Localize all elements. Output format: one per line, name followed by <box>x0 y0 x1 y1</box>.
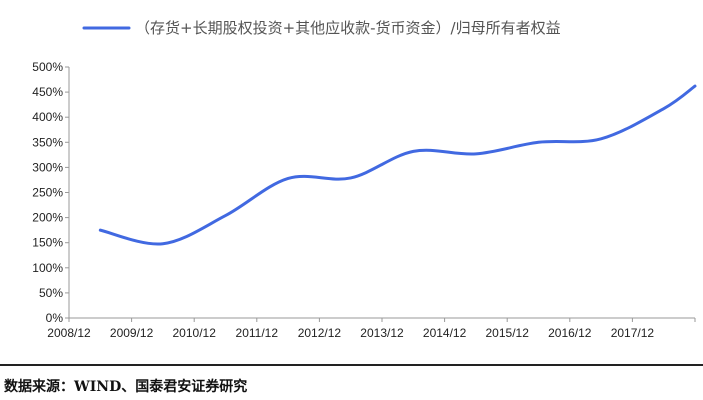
x-tick-label: 2010/12 <box>173 326 217 340</box>
y-tick-label: 300% <box>32 160 63 174</box>
y-tick-label: 0% <box>46 311 64 325</box>
y-tick-label: 500% <box>32 60 63 74</box>
y-axis-ticks: 0% 50% 100% 150% 200% 250% 300% 350% 400% 450% 500… <box>32 60 69 325</box>
y-tick-label: 250% <box>32 186 63 200</box>
x-tick-label: 2008/12 <box>47 326 91 340</box>
series-lines <box>98 84 697 246</box>
line-chart: （存货+长期股权投资+其他应收款-货币资金）/归母所有者权益 0% 50% 100%… <box>32 19 697 340</box>
y-tick-label: 150% <box>32 236 63 250</box>
axes <box>68 67 695 319</box>
x-tick-label: 2013/12 <box>360 326 404 340</box>
y-tick-label: 200% <box>32 211 63 225</box>
x-axis-ticks: 2008/12 2009/12 2010/12 2011/12 2012/12 2013/… <box>47 318 696 340</box>
x-tick-label: 2014/12 <box>423 326 467 340</box>
x-tick-label: 2011/12 <box>236 326 279 340</box>
y-tick-label: 50% <box>39 286 63 300</box>
source-note: 数据来源：WIND、国泰君安证券研究 <box>4 379 248 395</box>
footer-divider <box>0 364 703 366</box>
legend: （存货+长期股权投资+其他应收款-货币资金）/归母所有者权益 <box>82 19 561 37</box>
y-tick-label: 400% <box>32 110 63 124</box>
series-line <box>98 84 697 246</box>
x-tick-label: 2009/12 <box>110 326 154 340</box>
x-tick-label: 2016/12 <box>548 326 592 340</box>
y-tick-label: 350% <box>32 135 63 149</box>
x-tick-label: 2015/12 <box>486 326 530 340</box>
y-tick-label: 100% <box>32 261 63 275</box>
legend-label: （存货+长期股权投资+其他应收款-货币资金）/归母所有者权益 <box>135 19 561 37</box>
x-tick-label: 2017/12 <box>611 326 655 340</box>
x-tick-label: 2012/12 <box>298 326 342 340</box>
y-tick-label: 450% <box>32 85 63 99</box>
